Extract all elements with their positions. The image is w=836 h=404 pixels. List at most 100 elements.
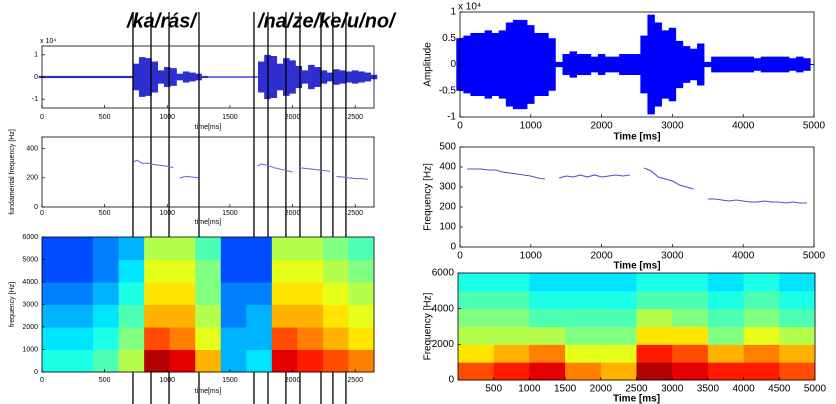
heat-cell [119,282,145,305]
y-tick-label: 2000 [22,324,38,331]
heat-cell [297,327,323,350]
heat-cell [458,362,494,380]
figure: 05001000150020002500-101time[ms]x 10⁴/ka… [0,0,836,404]
heat-cell [272,282,298,305]
heat-cell [144,350,170,373]
heat-cell [601,327,637,345]
heat-cell [323,260,349,283]
y-tick-label: 0 [448,375,454,386]
x-tick-label: 2000 [590,251,613,262]
heat-cell [195,237,221,260]
y-tick-label: 6000 [432,268,455,279]
heat-cell [637,273,673,291]
y-tick-label: 200 [26,175,38,182]
x-tick-label: 0 [40,210,44,217]
x-tick-label: 0 [457,121,463,132]
heat-cell [272,350,298,373]
y-tick-label: 0 [34,74,38,81]
y-tick-label: 1 [450,7,456,18]
heat-cell [93,305,119,328]
heat-cell [672,273,708,291]
y-axis-label: Frequency [Hz] [423,292,434,360]
heat-cell [93,350,119,373]
heat-cell [348,350,374,373]
heat-cell [744,291,780,309]
x-tick-label: 1000 [518,384,541,395]
f0-line [467,168,807,203]
heat-cell [637,291,673,309]
y-axis-label: frequency [Hz] [9,282,16,327]
heat-cell [529,291,565,309]
heat-cell [672,362,708,380]
y-axis-label: fundamental frequency [Hz] [9,129,16,215]
heat-cell [170,350,196,373]
heat-cell [144,237,170,260]
y-tick-label: 4000 [22,279,38,286]
heat-cell [744,362,780,380]
x-tick-label: 1500 [222,114,238,121]
heat-cell [272,260,298,283]
heat-cell [458,291,494,309]
heat-cell [170,237,196,260]
heat-cell [42,305,68,328]
heat-cell [68,350,94,373]
x-tick-label: 4000 [732,121,755,132]
panel: 010002000300040005000-1-0.500.51Time [ms… [423,2,826,143]
y-multiplier: x 10⁴ [40,38,56,45]
heat-cell [529,273,565,291]
heat-cell [144,305,170,328]
x-tick-label: 500 [485,384,502,395]
heat-cell [779,344,815,362]
heat-cell [297,237,323,260]
heat-cell [779,273,815,291]
x-tick-label: 3000 [661,384,684,395]
heat-cell [297,282,323,305]
heat-cell [323,305,349,328]
x-tick-label: 0 [457,251,463,262]
heat-cell [195,350,221,373]
x-tick-label: 2000 [285,114,301,121]
heat-cell [458,309,494,327]
x-tick-label: 4000 [732,251,755,262]
x-tick-label: 1500 [222,377,238,384]
heat-cell [672,327,708,345]
heat-cell [144,327,170,350]
heat-cell [221,237,247,260]
heat-cell [708,362,744,380]
x-tick-label: 2000 [285,377,301,384]
x-tick-label: 500 [99,377,111,384]
x-tick-label: 3500 [697,384,720,395]
x-axis-label: Time [ms] [613,394,660,404]
x-axis-label: time[ms] [195,219,222,226]
heat-cell [221,305,247,328]
heat-cell [119,327,145,350]
syllable-annotation: /ka/rás/ [126,10,198,32]
x-tick-label: 2500 [347,210,363,217]
heat-cell [93,260,119,283]
y-tick-label: -1 [32,96,38,103]
heat-cell [744,309,780,327]
heat-cell [323,237,349,260]
heat-cell [458,327,494,345]
x-axis-label: Time [ms] [613,132,660,143]
y-tick-label: 0 [34,204,38,211]
heat-cell [195,327,221,350]
heat-cell [272,305,298,328]
heat-cell [246,350,272,373]
heat-cell [494,327,530,345]
heat-cell [601,362,637,380]
y-tick-label: -0.5 [439,85,457,96]
heat-cell [494,309,530,327]
x-tick-label: 500 [99,114,111,121]
heat-cell [297,350,323,373]
y-tick-label: 3000 [22,301,38,308]
panel: 5001000150020002500300035004000450050000… [423,268,827,404]
heat-cell [637,327,673,345]
heat-cell [779,291,815,309]
heat-cell [708,344,744,362]
syllable-annotation: /na/ze/ke/u/no/ [257,10,397,32]
heat-cell [348,282,374,305]
heat-cell [708,273,744,291]
heat-cell [119,237,145,260]
